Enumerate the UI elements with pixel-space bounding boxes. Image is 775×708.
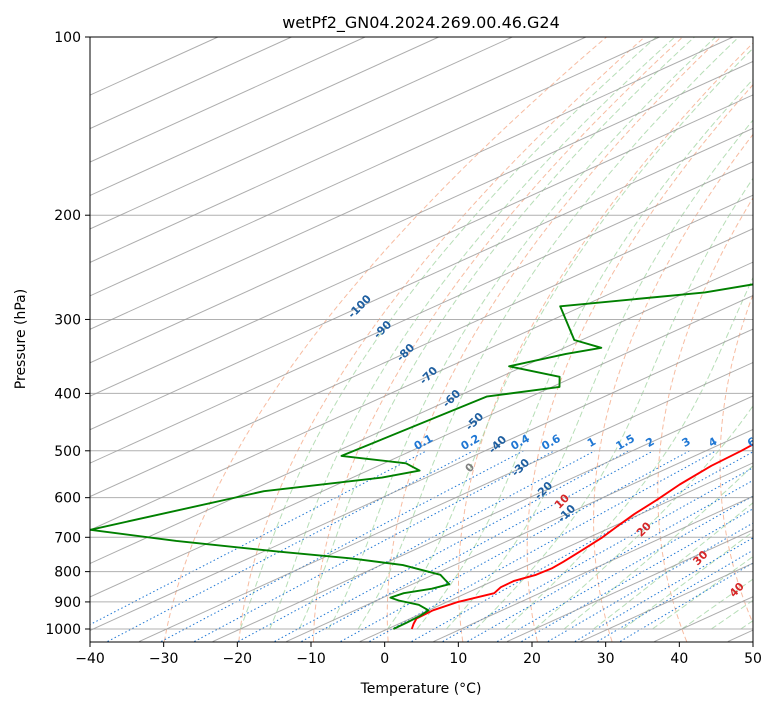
isotherm-line xyxy=(286,428,753,642)
dewpoint-profile xyxy=(90,283,753,630)
y-axis-label: Pressure (hPa) xyxy=(13,289,29,389)
isotherm-line xyxy=(90,295,753,598)
dry-adiabat xyxy=(719,293,753,625)
x-tick-label: 20 xyxy=(523,651,541,667)
dry-adiabat xyxy=(458,42,753,642)
isotherm-line xyxy=(90,37,734,330)
y-tick-label: 500 xyxy=(54,444,81,460)
mixing-ratio-line xyxy=(496,495,753,642)
isotherm-line xyxy=(90,60,753,364)
moist-adiabat xyxy=(239,37,657,630)
dry-adiabat xyxy=(238,37,645,642)
dry-adiabat xyxy=(593,133,753,642)
mixing-ratio-line xyxy=(90,450,427,626)
plot-area: -100-90-80-70-60-50-40-30-20-100.1 0.2 0.4… xyxy=(90,37,758,642)
isotherm-line xyxy=(90,194,753,498)
mixing-ratio-line xyxy=(442,467,753,642)
x-tick-label: 10 xyxy=(449,651,467,667)
x-tick-label: −40 xyxy=(75,651,105,667)
mixing-ratio-line xyxy=(160,450,524,642)
x-tick-label: 50 xyxy=(744,651,762,667)
moist-adiabat xyxy=(593,502,753,630)
x-tick-label: −30 xyxy=(149,651,179,667)
x-tick-label: 30 xyxy=(597,651,615,667)
isotherm-line xyxy=(90,37,513,230)
isotherm-line xyxy=(90,328,753,631)
mixing-ratio-line xyxy=(521,508,753,642)
dry-adiabat xyxy=(526,83,753,642)
y-tick-label: 900 xyxy=(54,595,81,611)
moist-adiabat xyxy=(269,37,676,630)
x-tick-label: −20 xyxy=(223,651,253,667)
moist-adiabat xyxy=(446,119,753,630)
moist-adiabat xyxy=(387,47,753,630)
y-tick-label: 1000 xyxy=(45,622,81,638)
isotherm-line xyxy=(90,37,660,297)
y-tick-label: 200 xyxy=(54,208,81,224)
moist-adiabat xyxy=(534,404,753,630)
isotherm-line xyxy=(90,228,753,531)
isotherm-line xyxy=(138,361,753,642)
axes: −40 −30 −20 −10 0 10 20 30 40 50 100 200 300 400 500 60… xyxy=(45,30,762,667)
moist-adiabat xyxy=(504,276,753,630)
isotherm-line xyxy=(212,395,753,642)
temperature-profile xyxy=(410,443,753,630)
y-tick-label: 600 xyxy=(54,491,81,507)
moist-adiabat xyxy=(357,37,740,630)
y-tick-label: 800 xyxy=(54,565,81,581)
mixing-ratio-line xyxy=(411,451,753,642)
chart-title: wetPf2_GN04.2024.269.00.46.G24 xyxy=(282,13,560,33)
isotherm-line xyxy=(90,161,753,464)
mixing-ratio-line xyxy=(274,450,629,642)
x-axis-label: Temperature (°C) xyxy=(360,681,482,697)
isotherm-line xyxy=(433,495,753,642)
y-tick-label: 400 xyxy=(54,386,81,402)
mixing-ratio-line xyxy=(340,450,690,642)
plot-frame xyxy=(89,36,754,643)
moist-adiabat xyxy=(681,578,753,630)
moist-adiabat xyxy=(416,78,753,630)
isotherm-line xyxy=(90,37,366,163)
isotherm-line xyxy=(90,37,439,197)
y-tick-label: 100 xyxy=(54,30,81,46)
isotherm-line xyxy=(90,127,753,431)
isotherm-line xyxy=(90,261,753,565)
mixing-ratio-line xyxy=(467,479,753,642)
x-tick-label: 40 xyxy=(670,651,688,667)
mixing-ratio-label: 6 xyxy=(745,435,758,450)
x-tick-label: −10 xyxy=(296,651,326,667)
moist-adiabat xyxy=(475,177,753,630)
dry-adiabat xyxy=(163,37,607,642)
isotherm-line xyxy=(90,94,753,397)
isotherm-line xyxy=(506,529,753,642)
mixing-ratio-line xyxy=(301,450,654,642)
moist-adiabat xyxy=(298,37,695,630)
y-tick-label: 300 xyxy=(54,312,81,328)
x-tick-label: 0 xyxy=(380,651,389,667)
isotherm-line xyxy=(359,462,753,642)
isotherm-line xyxy=(90,37,587,263)
y-tick-label: 700 xyxy=(54,530,81,546)
mixing-ratio-line xyxy=(107,450,474,642)
